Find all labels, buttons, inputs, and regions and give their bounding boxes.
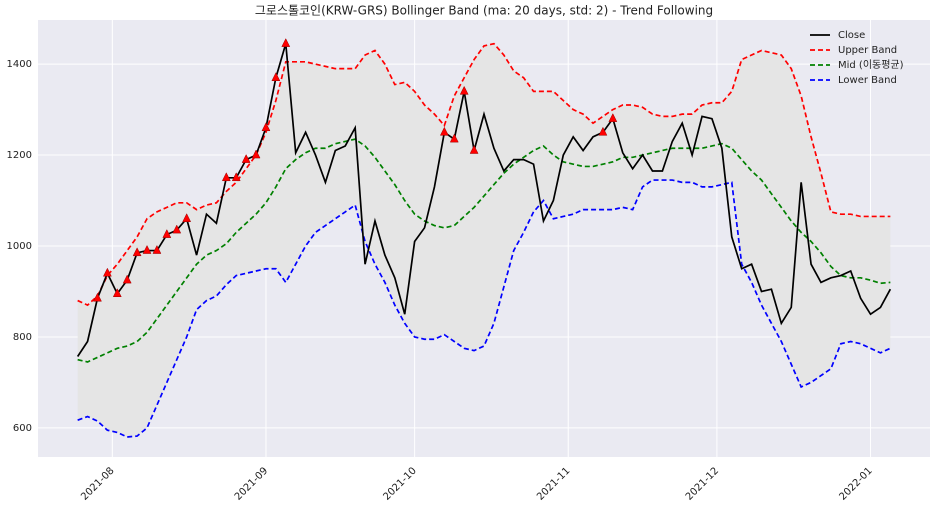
signal-marker (152, 244, 162, 254)
signal-marker (608, 113, 618, 122)
signal-marker (449, 133, 459, 143)
signal-marker (598, 126, 608, 136)
signal-marker (281, 38, 291, 47)
legend-label: Upper Band (838, 45, 897, 56)
signal-marker (172, 224, 182, 234)
signal-marker (241, 154, 251, 163)
legend-label: Mid (이동평균) (838, 59, 904, 71)
legend-label: Close (838, 30, 865, 41)
signal-marker (251, 149, 261, 159)
signal-marker (439, 126, 449, 136)
signal-marker (459, 85, 469, 95)
series-line (77, 138, 891, 363)
legend: Close Upper Band Mid (이동평균) Lower Band (810, 30, 904, 86)
signal-marker (469, 144, 479, 154)
signal-marker (102, 267, 112, 277)
signal-marker (221, 172, 231, 182)
x-tick-label: 2021-12 (684, 465, 721, 502)
signal-marker (182, 213, 192, 222)
x-tick-label: 2021-11 (535, 465, 572, 502)
y-tick-label: 1000 (7, 241, 32, 252)
series-line (77, 42, 891, 307)
signal-marker (271, 72, 281, 82)
x-tick-label: 2021-09 (233, 465, 270, 502)
chart-title: 그로스톨코인(KRW-GRS) Bollinger Band (ma: 20 d… (255, 4, 713, 18)
series-line (77, 179, 891, 438)
signal-marker (132, 247, 142, 257)
y-tick-label: 800 (13, 332, 32, 343)
series-line (76, 43, 892, 357)
signal-marker (122, 274, 132, 284)
y-tick-label: 1400 (7, 59, 32, 70)
signal-marker (142, 244, 152, 254)
signal-marker (261, 122, 271, 132)
signal-marker (162, 229, 172, 238)
signal-marker (112, 288, 122, 298)
signal-marker (231, 172, 241, 182)
signal-marker (93, 292, 102, 302)
x-tick-label: 2022-01 (837, 465, 874, 502)
y-tick-label: 600 (13, 423, 32, 434)
x-tick-label: 2021-10 (382, 465, 419, 502)
x-tick-label: 2021-08 (79, 465, 116, 502)
y-tick-label: 1200 (7, 150, 32, 161)
legend-label: Lower Band (838, 75, 897, 86)
